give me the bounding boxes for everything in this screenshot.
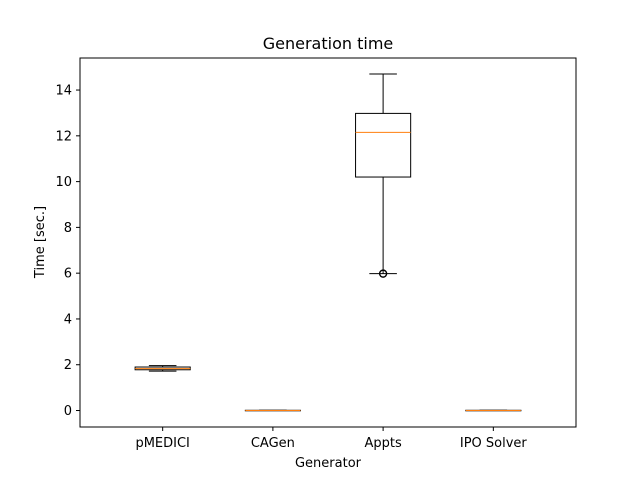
y-tick-label: 6 (64, 267, 72, 282)
outlier-point (378, 269, 388, 278)
x-axis-title: Generator (295, 456, 362, 471)
box-body (355, 112, 412, 178)
x-tick-label: CAGen (251, 436, 295, 451)
x-tick-label: IPO Solver (460, 436, 528, 451)
plot-frame (79, 57, 577, 428)
y-tick-label: 8 (64, 221, 72, 236)
y-tick-label: 10 (55, 175, 72, 190)
y-tick-label: 14 (55, 84, 72, 99)
x-axis: pMEDICI CAGen Appts IPO Solver (135, 427, 527, 451)
y-tick-label: 4 (64, 312, 72, 327)
x-tick-label: pMEDICI (135, 436, 189, 451)
y-axis-title: Time [sec.] (33, 206, 48, 279)
box-appts (355, 73, 412, 278)
box-pmedici (134, 365, 191, 372)
y-tick-label: 12 (55, 129, 72, 144)
y-axis: 0 2 4 6 8 10 12 14 (55, 84, 80, 419)
boxes-layer (134, 73, 522, 412)
chart-title: Generation time (263, 34, 394, 53)
box-ipo-solver (465, 409, 522, 412)
y-tick-label: 0 (64, 404, 72, 419)
x-tick-label: Appts (364, 436, 401, 451)
y-tick-label: 2 (64, 358, 72, 373)
box-cagen (244, 409, 301, 412)
